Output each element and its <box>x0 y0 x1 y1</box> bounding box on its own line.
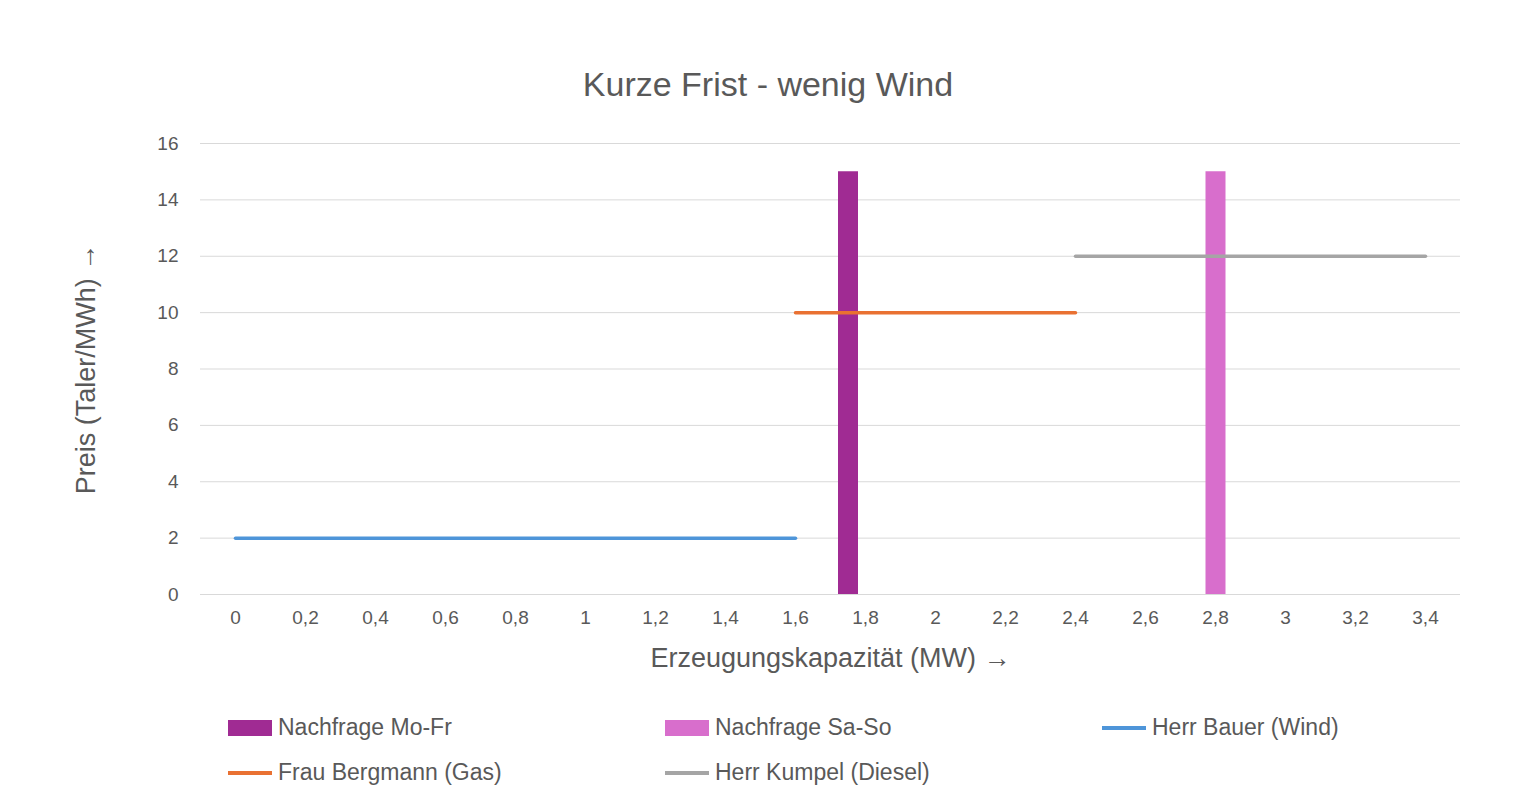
svg-text:12: 12 <box>157 245 178 266</box>
svg-text:1,2: 1,2 <box>642 607 668 628</box>
svg-text:2: 2 <box>930 607 941 628</box>
svg-text:3,2: 3,2 <box>1342 607 1368 628</box>
svg-text:2,2: 2,2 <box>992 607 1018 628</box>
svg-text:2: 2 <box>168 527 179 548</box>
svg-text:10: 10 <box>157 302 178 323</box>
svg-text:2,4: 2,4 <box>1062 607 1089 628</box>
svg-text:0: 0 <box>230 607 241 628</box>
svg-text:16: 16 <box>157 133 178 154</box>
svg-text:1,4: 1,4 <box>712 607 739 628</box>
html-text:Herr Kumpel (Diesel): Herr Kumpel (Diesel) <box>715 759 930 785</box>
html-text:Herr Bauer (Wind): Herr Bauer (Wind) <box>1152 714 1339 740</box>
svg-text:Preis (Taler/MWh) →: Preis (Taler/MWh) → <box>71 244 101 495</box>
html-text:Frau Bergmann (Gas): Frau Bergmann (Gas) <box>278 759 502 785</box>
svg-text:2,6: 2,6 <box>1132 607 1158 628</box>
html-text:Kurze Frist - wenig Wind: Kurze Frist - wenig Wind <box>582 65 954 103</box>
svg-text:0,8: 0,8 <box>502 607 528 628</box>
svg-text:8: 8 <box>168 358 179 379</box>
svg-text:6: 6 <box>168 414 179 435</box>
svg-text:1,6: 1,6 <box>782 607 808 628</box>
svg-text:14: 14 <box>157 189 179 210</box>
svg-text:3,4: 3,4 <box>1412 607 1439 628</box>
svg-text:1: 1 <box>580 607 591 628</box>
svg-text:Erzeugungskapazität (MW) →: Erzeugungskapazität (MW) → <box>650 643 1010 673</box>
html-text:Nachfrage Mo-Fr: Nachfrage Mo-Fr <box>278 714 452 740</box>
html-text:Nachfrage Sa-So: Nachfrage Sa-So <box>715 714 892 740</box>
svg-text:0: 0 <box>168 584 179 605</box>
svg-text:0,2: 0,2 <box>292 607 318 628</box>
svg-text:4: 4 <box>168 471 179 492</box>
svg-text:3: 3 <box>1280 607 1291 628</box>
svg-text:1,8: 1,8 <box>852 607 878 628</box>
svg-text:2,8: 2,8 <box>1202 607 1228 628</box>
svg-text:0,4: 0,4 <box>362 607 389 628</box>
svg-text:0,6: 0,6 <box>432 607 458 628</box>
